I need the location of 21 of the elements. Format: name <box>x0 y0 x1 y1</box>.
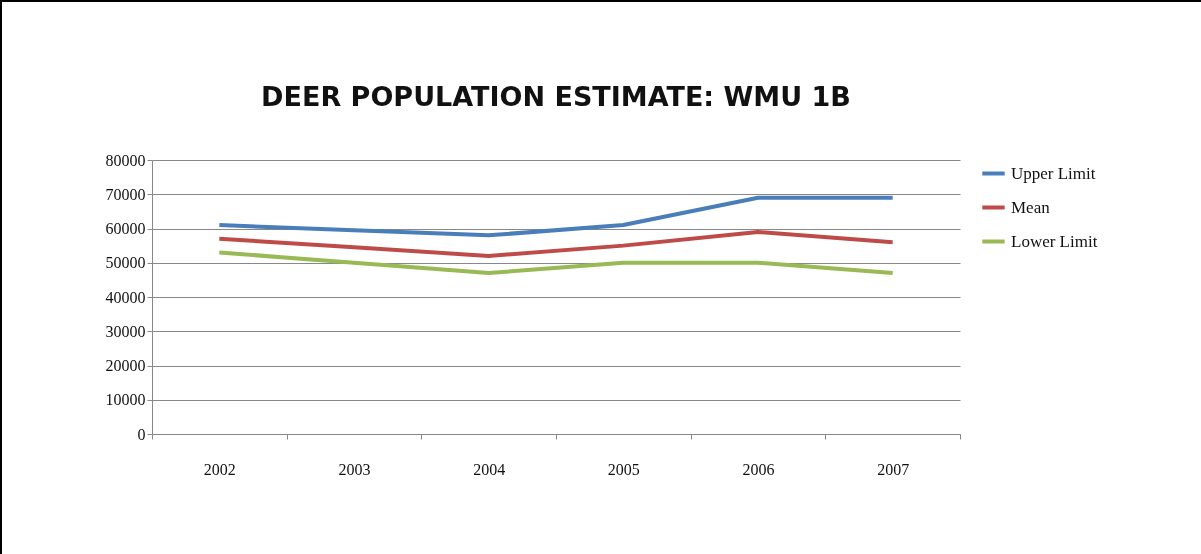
x-tick-label: 2006 <box>742 460 775 478</box>
y-tick-label: 30000 <box>105 322 146 340</box>
chart-title: DEER POPULATION ESTIMATE: WMU 1B <box>261 81 851 112</box>
line-series <box>217 229 895 258</box>
y-tick-label: 50000 <box>105 254 146 272</box>
x-tick-label: 2003 <box>338 460 371 478</box>
y-tick-label: 0 <box>137 425 146 443</box>
legend-label: Mean <box>1011 197 1051 217</box>
legend-label: Lower Limit <box>1011 231 1098 251</box>
x-tick-label: 2007 <box>877 460 910 478</box>
x-tick-label: 2004 <box>473 460 506 478</box>
x-tick-label: 2005 <box>607 460 640 478</box>
y-tick-label: 20000 <box>105 357 146 374</box>
y-tick-label: 60000 <box>105 220 146 237</box>
y-tick-label: 10000 <box>105 391 146 409</box>
legend-label: Upper Limit <box>1011 163 1096 183</box>
line-series <box>217 195 895 238</box>
y-tick-label: 80000 <box>105 151 146 169</box>
x-tick-label: 2002 <box>203 460 236 478</box>
y-tick-label: 70000 <box>105 185 146 203</box>
y-tick-label: 40000 <box>105 288 146 306</box>
